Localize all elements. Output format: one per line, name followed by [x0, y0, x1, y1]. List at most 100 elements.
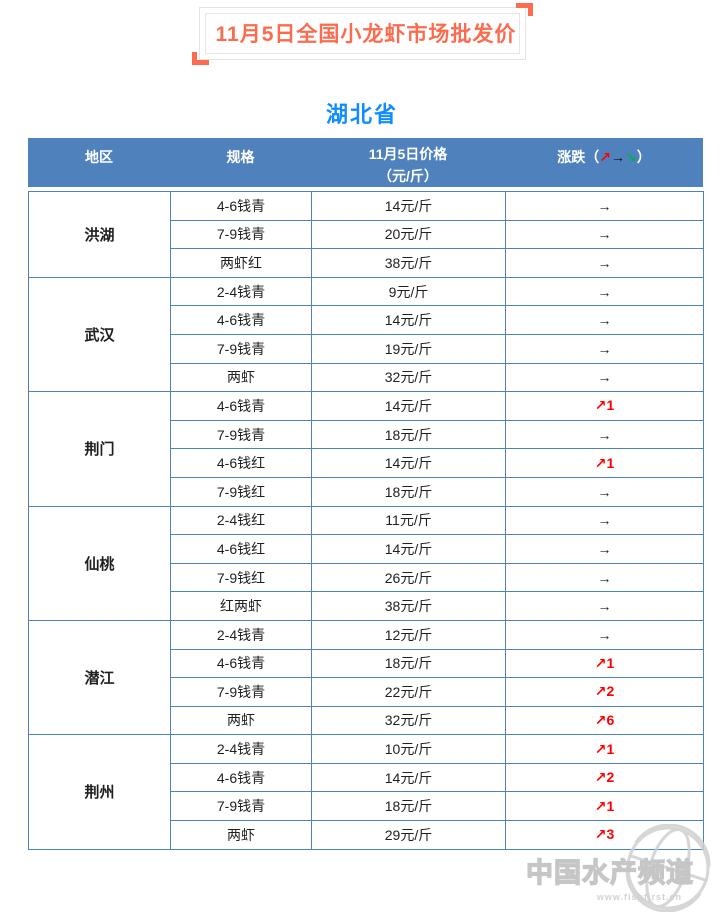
region-cell: 仙桃: [28, 505, 171, 621]
spec-cell: 4-6钱红: [170, 534, 312, 564]
price-cell: 38元/斤: [311, 591, 506, 621]
price-cell: 14元/斤: [311, 534, 506, 564]
change-cell: ↗1: [505, 391, 704, 421]
change-cell: →: [505, 534, 704, 564]
title-inner-frame: 11月5日全国小龙虾市场批发价: [204, 13, 520, 54]
table-row: 荆州 2-4钱青 10元/斤 ↗1: [28, 734, 704, 850]
change-cell: →: [505, 305, 704, 335]
header-region: 地区: [85, 149, 113, 165]
header-change: 涨跌（↗→↘）: [505, 138, 703, 187]
change-cell: →: [505, 219, 704, 250]
price-flat-indicator: →: [597, 426, 612, 443]
price-table-body: 洪湖 4-6钱青 14元/斤 → 7-9钱青 20元/斤 → 两虾红 38元/斤 → 武汉 2-4钱青…: [28, 191, 704, 850]
price-cell: 14元/斤: [311, 448, 506, 478]
price-up-indicator: ↗1: [594, 797, 615, 814]
table-row: 4-6钱青 18元/斤 ↗1: [29, 648, 704, 679]
spec-cell: 7-9钱青: [170, 677, 312, 707]
header-spec: 规格: [226, 149, 255, 165]
change-cell: ↗1: [505, 734, 704, 764]
price-cell: 14元/斤: [311, 391, 506, 421]
price-flat-indicator: →: [597, 340, 612, 357]
spec-cell: 4-6钱青: [170, 191, 312, 221]
down-arrow-icon: ↘: [625, 149, 637, 165]
price-flat-indicator: →: [597, 512, 612, 529]
page: { "title": "11月5日全国小龙虾市场批发价", "province"…: [0, 3, 724, 912]
price-cell: 18元/斤: [311, 791, 506, 822]
table-row: 两虾 32元/斤 →: [29, 362, 704, 393]
change-cell: →: [505, 333, 704, 364]
price-up-indicator: ↗3: [594, 826, 615, 843]
spec-cell: 两虾红: [170, 248, 312, 278]
change-cell: →: [505, 276, 704, 307]
province-title: 湖北省: [325, 102, 398, 127]
up-arrow-icon: ↗: [599, 149, 611, 165]
table-row: 武汉 2-4钱青 9元/斤 →: [28, 276, 704, 393]
spec-cell: 4-6钱红: [170, 448, 312, 478]
price-cell: 38元/斤: [311, 248, 506, 278]
price-cell: 19元/斤: [311, 333, 506, 364]
watermark-name: 中国水产频道: [525, 857, 694, 888]
price-cell: 29元/斤: [311, 820, 506, 850]
price-flat-indicator: →: [597, 226, 612, 243]
price-cell: 14元/斤: [311, 305, 506, 335]
spec-cell: 2-4钱青: [170, 276, 312, 307]
price-flat-indicator: →: [597, 197, 612, 214]
price-up-indicator: ↗1: [594, 740, 615, 757]
price-up-indicator: ↗6: [594, 711, 615, 728]
change-cell: ↗2: [505, 677, 704, 707]
table-row: 两虾 32元/斤 ↗6: [29, 705, 704, 736]
table-row: 7-9钱青 20元/斤 →: [29, 219, 704, 250]
change-cell: ↗1: [505, 448, 704, 478]
spec-cell: 两虾: [170, 820, 312, 850]
spec-cell: 2-4钱红: [170, 505, 312, 536]
price-cell: 32元/斤: [311, 705, 506, 736]
header-price-unit: （元/斤）: [378, 168, 438, 184]
spec-cell: 两虾: [170, 705, 312, 736]
corner-bracket-bottom-left-icon: [191, 52, 209, 65]
header-change-label: 涨跌: [557, 149, 586, 165]
spec-cell: 4-6钱青: [170, 648, 312, 679]
table-row: 仙桃 2-4钱红 11元/斤 →: [28, 505, 704, 621]
spec-cell: 7-9钱青: [170, 219, 312, 250]
spec-cell: 4-6钱青: [170, 391, 312, 421]
table-row: 潜江 2-4钱青 12元/斤 →: [28, 619, 704, 736]
spec-cell: 红两虾: [170, 591, 312, 621]
price-cell: 14元/斤: [311, 191, 506, 221]
table-row: 7-9钱青 19元/斤 →: [29, 333, 704, 364]
spec-cell: 2-4钱青: [170, 734, 312, 764]
page-title: 11月5日全国小龙虾市场批发价: [215, 23, 517, 46]
table-row: 4-6钱红 14元/斤 ↗1: [29, 448, 704, 478]
region-cell: 潜江: [28, 619, 171, 736]
price-flat-indicator: →: [597, 626, 612, 643]
flat-arrow-icon: →: [611, 149, 625, 165]
price-up-indicator: ↗1: [594, 397, 615, 414]
spec-cell: 4-6钱青: [170, 762, 312, 793]
change-cell: →: [505, 362, 704, 393]
price-cell: 9元/斤: [311, 276, 506, 307]
table-row: 7-9钱青 18元/斤 ↗1: [29, 791, 704, 822]
price-flat-indicator: →: [597, 254, 612, 271]
change-cell: →: [505, 419, 704, 450]
change-cell: ↗1: [505, 648, 704, 679]
change-cell: →: [505, 476, 704, 507]
price-cell: 32元/斤: [311, 362, 506, 393]
price-up-indicator: ↗2: [594, 683, 615, 700]
change-cell: ↗1: [505, 791, 704, 822]
spec-cell: 7-9钱青: [170, 791, 312, 822]
spec-cell: 7-9钱红: [170, 476, 312, 507]
spec-cell: 4-6钱青: [170, 305, 312, 335]
table-header: 地区 规格 11月5日价格 （元/斤） 涨跌（↗→↘）: [28, 138, 703, 187]
header-price: 11月5日价格 （元/斤）: [311, 138, 505, 187]
price-up-indicator: ↗1: [594, 654, 615, 671]
price-cell: 14元/斤: [311, 762, 506, 793]
spec-cell: 两虾: [170, 362, 312, 393]
corner-bracket-top-right-icon: [515, 3, 533, 16]
price-cell: 22元/斤: [311, 677, 506, 707]
table-row: 4-6钱红 14元/斤 →: [29, 534, 704, 564]
price-flat-indicator: →: [597, 283, 612, 300]
change-cell: ↗6: [505, 705, 704, 736]
table-row: 4-6钱青 14元/斤 →: [29, 305, 704, 335]
price-flat-indicator: →: [597, 369, 612, 386]
price-flat-indicator: →: [597, 483, 612, 500]
table-row: 荆门 4-6钱青 14元/斤 ↗1: [28, 391, 704, 507]
